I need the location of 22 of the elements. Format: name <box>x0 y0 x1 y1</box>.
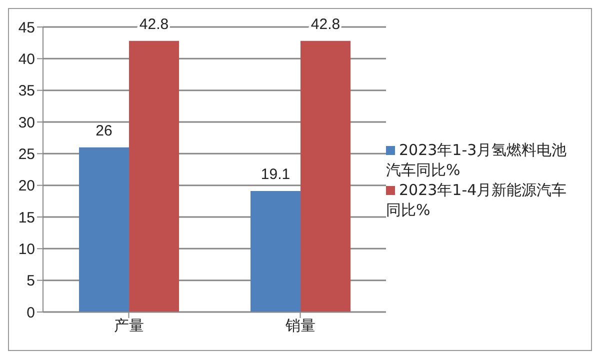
y-tick-label: 40 <box>18 50 35 68</box>
data-label: 26 <box>96 122 112 140</box>
bar <box>250 191 301 312</box>
y-tick-label: 5 <box>26 272 35 290</box>
data-label: 42.8 <box>139 16 169 33</box>
y-tick-label: 45 <box>18 19 35 36</box>
bar <box>300 40 351 312</box>
y-tick-label: 20 <box>18 178 35 195</box>
bar <box>129 40 180 312</box>
y-tick-label: 0 <box>26 304 35 322</box>
y-tick-label: 35 <box>18 82 35 100</box>
legend-label: 2023年1-4月新能源汽车同比% <box>386 180 567 218</box>
x-tick-label: 产量 <box>114 316 144 335</box>
x-tick-label: 销量 <box>284 316 316 335</box>
data-label: 42.8 <box>310 16 340 33</box>
y-tick-label: 30 <box>18 114 35 132</box>
data-label: 19.1 <box>260 166 290 184</box>
y-tick-label: 25 <box>18 146 35 163</box>
y-tick-label: 15 <box>18 209 35 226</box>
y-tick-label: 10 <box>18 240 35 258</box>
bar <box>79 147 130 312</box>
legend-label: 2023年1-3月氢燃料电池汽车同比% <box>386 140 567 178</box>
